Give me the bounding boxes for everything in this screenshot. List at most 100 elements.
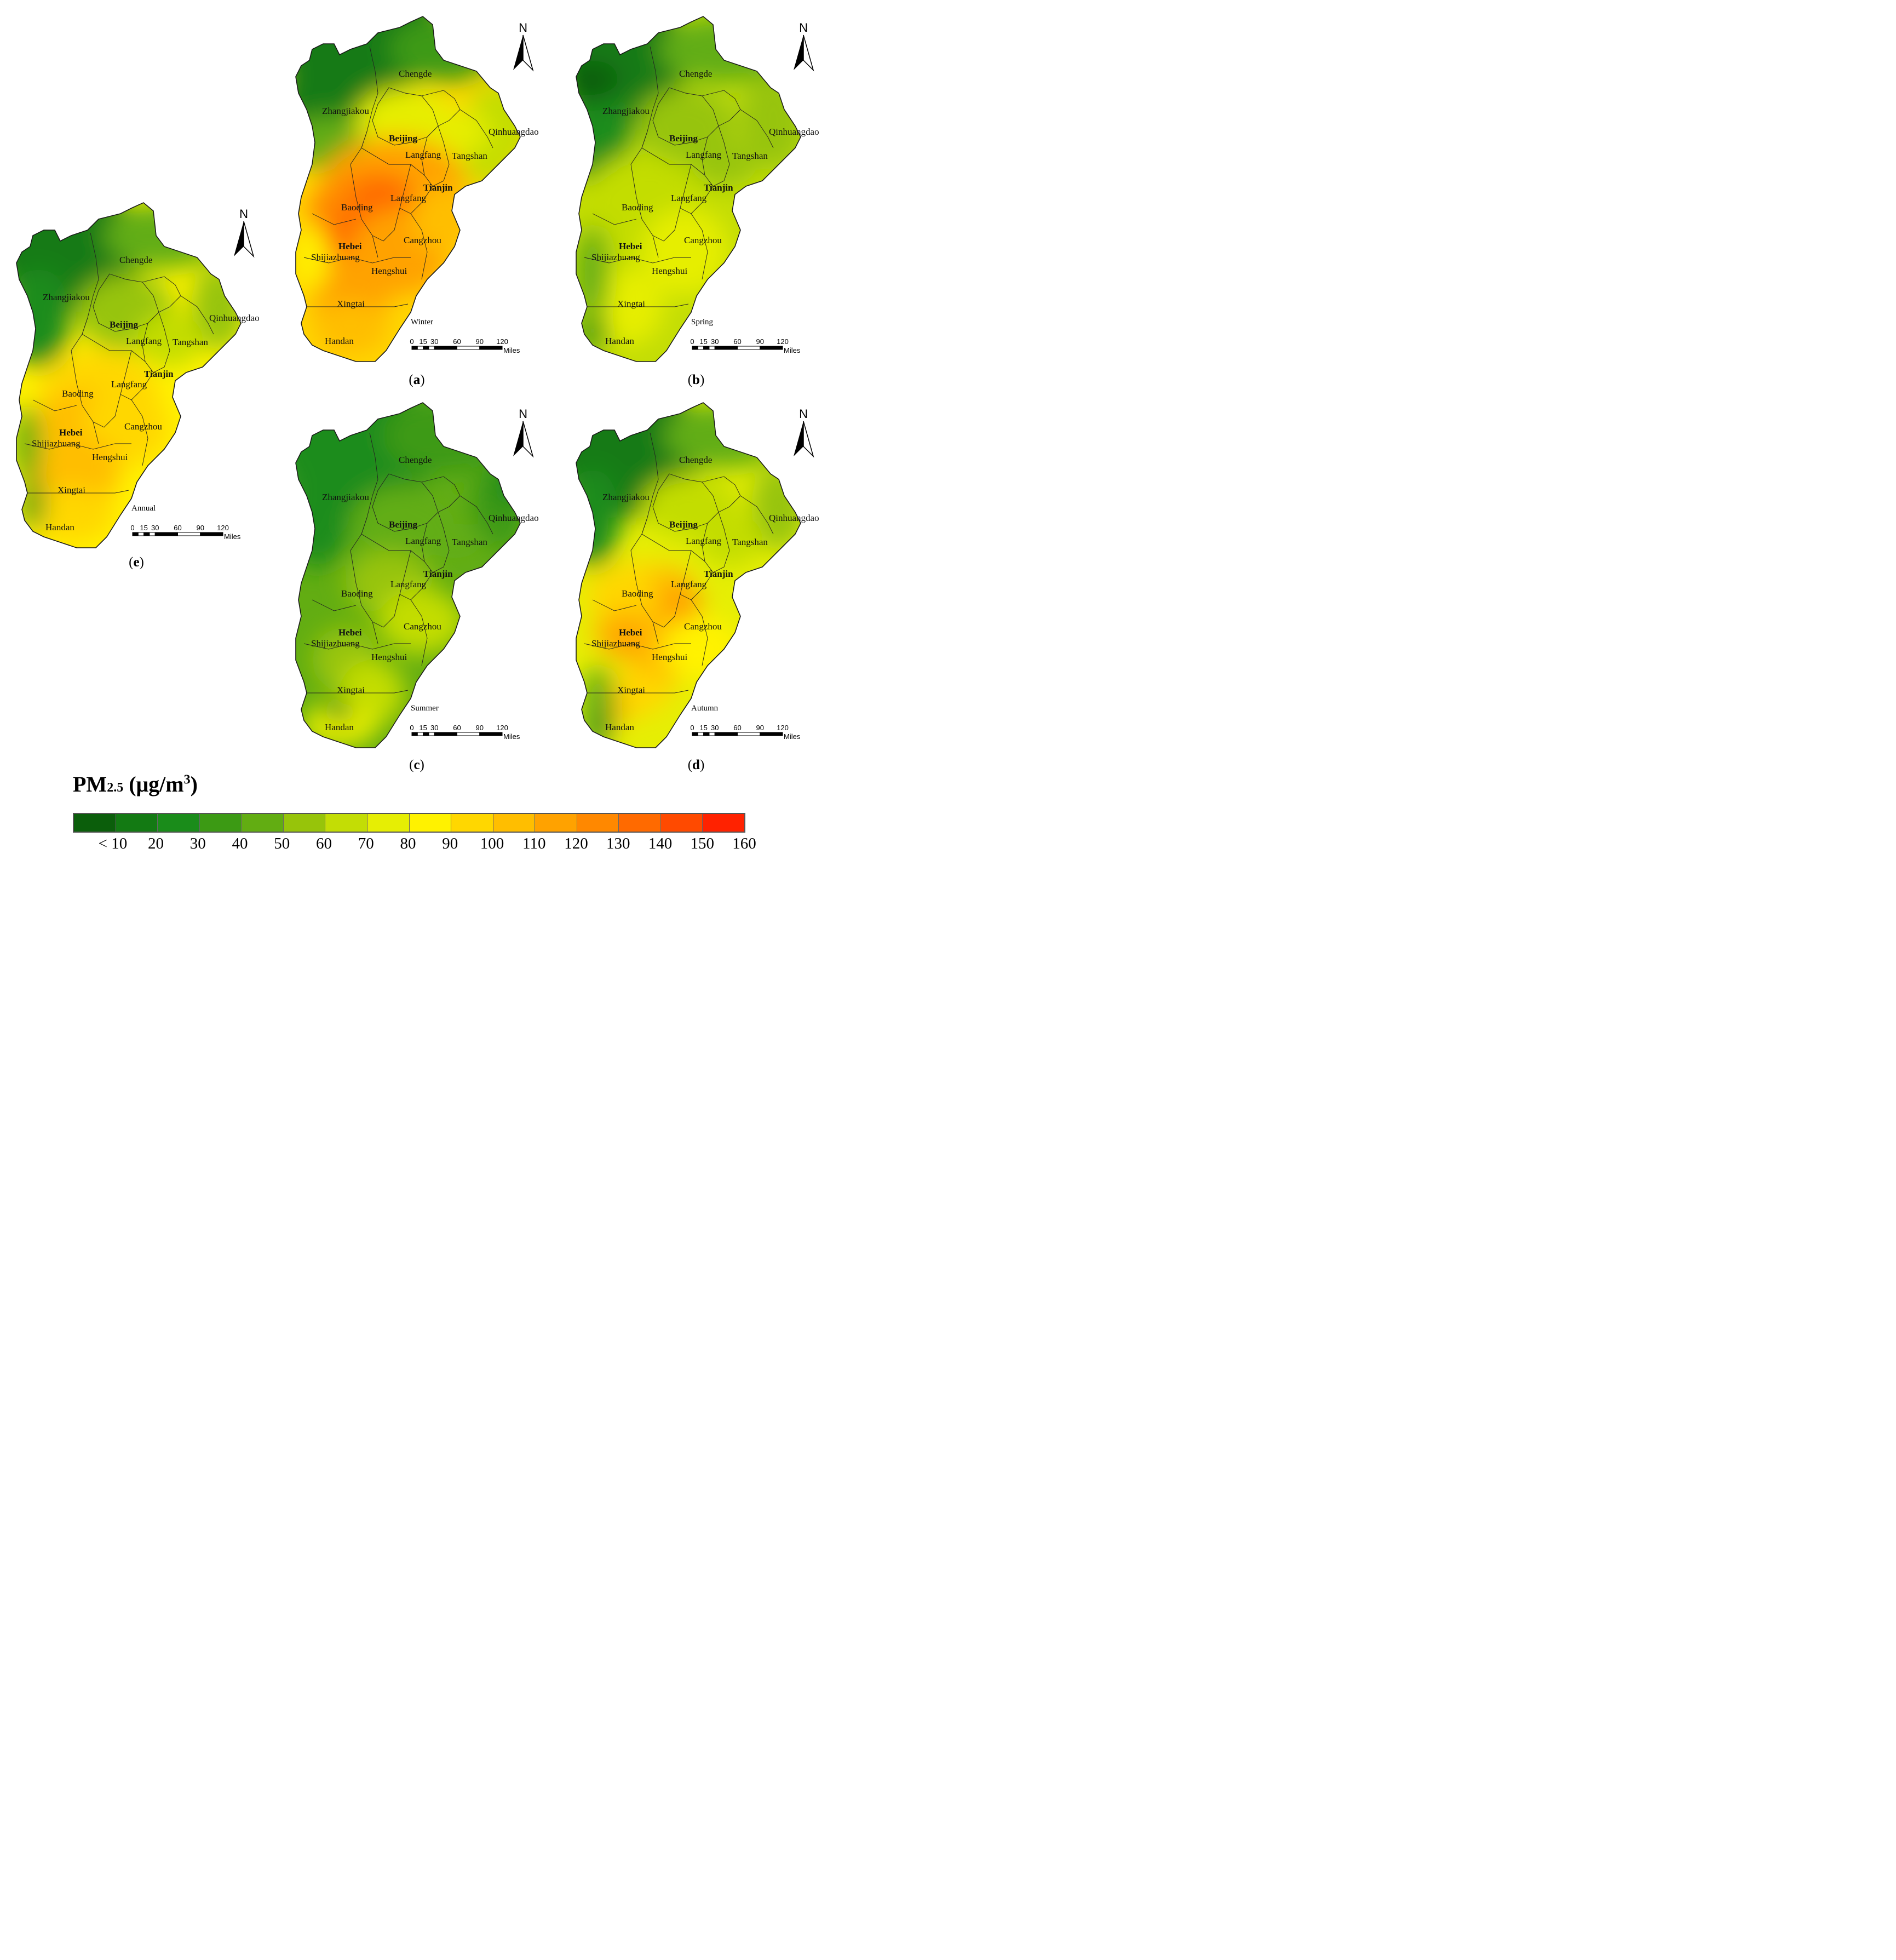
pm25-concentration-area xyxy=(691,142,757,186)
prefecture-boundary xyxy=(641,131,705,176)
legend-tick-label: 130 xyxy=(606,835,630,852)
svg-text:60: 60 xyxy=(174,524,181,532)
map-panel-annual: Chengde Zhangjiakou Qinhuangdao Beijing Lang… xyxy=(0,186,274,570)
region-label-handan: Handan xyxy=(325,336,354,346)
region-outline xyxy=(16,202,242,548)
region-label-langfang_n: Langfang xyxy=(405,536,441,546)
map-panel-winter: Chengde Zhangjiakou Qinhuangdao Beijing Lang… xyxy=(279,0,553,383)
region-label-handan: Handan xyxy=(325,722,354,732)
prefecture-boundary xyxy=(421,90,461,127)
prefecture-boundary xyxy=(587,303,689,307)
prefecture-boundary xyxy=(312,213,357,225)
legend-tick-label: 40 xyxy=(232,835,248,852)
region-label-hengshui: Hengshui xyxy=(371,652,407,662)
region-label-cangzhou: Cangzhou xyxy=(404,621,441,632)
svg-text:60: 60 xyxy=(733,724,741,732)
legend-tick-label: 60 xyxy=(316,835,332,852)
svg-text:N: N xyxy=(239,207,248,221)
region-label-tangshan: Tangshan xyxy=(732,151,768,161)
region-label-tangshan: Tangshan xyxy=(732,537,768,547)
map-panel-autumn: Chengde Zhangjiakou Qinhuangdao Beijing Lang… xyxy=(560,386,834,770)
region-label-beijing: Beijing xyxy=(669,519,698,530)
region-label-qinhuangdao: Qinhuangdao xyxy=(769,513,819,523)
svg-text:90: 90 xyxy=(476,337,484,346)
region-label-zhangjiakou: Zhangjiakou xyxy=(322,492,369,502)
region-label-chengde: Chengde xyxy=(119,255,152,265)
prefecture-boundary xyxy=(680,572,714,600)
region-label-hebei: Hebei xyxy=(59,427,83,438)
region-label-langfang_s: Langfang xyxy=(111,379,147,389)
legend-swatch xyxy=(283,814,326,832)
region-label-tianjin: Tianjin xyxy=(423,182,453,193)
region-label-xingtai: Xingtai xyxy=(58,485,85,495)
north-arrow-icon: N xyxy=(513,407,534,458)
prefecture-boundary xyxy=(702,90,741,127)
pm25-concentration-area xyxy=(16,405,41,482)
region-label-hebei: Hebei xyxy=(338,241,362,251)
season-label: Summer xyxy=(411,704,439,713)
prefecture-boundary xyxy=(584,643,691,650)
region-label-qinhuangdao: Qinhuangdao xyxy=(209,313,260,323)
prefecture-boundary xyxy=(652,473,719,532)
legend-swatch xyxy=(703,814,744,832)
svg-text:30: 30 xyxy=(711,724,719,732)
legend-tick-label: 110 xyxy=(522,835,546,852)
map-svg: Chengde Zhangjiakou Qinhuangdao Beijing Lang… xyxy=(576,16,819,362)
region-label-chengde: Chengde xyxy=(399,68,432,79)
region-label-langfang_n: Langfang xyxy=(126,336,162,346)
svg-text:15: 15 xyxy=(699,724,707,732)
region-label-xingtai: Xingtai xyxy=(337,685,365,695)
pm25-concentration-area xyxy=(576,318,609,351)
season-label: Spring xyxy=(691,318,714,326)
pm25-concentration-area xyxy=(658,16,790,82)
caption-c: (c) xyxy=(409,758,424,772)
caption-e: (e) xyxy=(129,555,144,570)
prefecture-boundary xyxy=(421,512,450,573)
svg-text:60: 60 xyxy=(453,337,461,346)
caption-a: (a) xyxy=(409,372,425,387)
pm25-concentration-area xyxy=(576,468,620,567)
legend-tick-label: 120 xyxy=(564,835,588,852)
prefecture-boundary xyxy=(350,147,373,236)
prefecture-boundary xyxy=(131,399,148,466)
region-label-shijiazhuang: Shijiazhuang xyxy=(311,638,360,649)
region-label-shijiazhuang: Shijiazhuang xyxy=(32,438,81,449)
prefecture-boundary xyxy=(307,303,409,307)
svg-text:Miles: Miles xyxy=(784,346,801,354)
region-label-xingtai: Xingtai xyxy=(337,299,365,309)
legend-tick-label: 20 xyxy=(148,835,164,852)
prefecture-boundary xyxy=(421,125,450,187)
prefecture-boundary xyxy=(93,421,99,444)
legend-tick-label: 30 xyxy=(189,835,206,852)
prefecture-boundary xyxy=(652,235,659,258)
prefecture-boundary xyxy=(142,312,170,373)
prefecture-boundary xyxy=(27,490,129,494)
pm25-concentration-area xyxy=(658,583,702,627)
prefecture-boundary xyxy=(630,147,653,236)
region-label-tangshan: Tangshan xyxy=(173,337,208,347)
svg-text:Miles: Miles xyxy=(503,732,520,741)
prefecture-boundary xyxy=(459,109,493,148)
prefecture-boundary xyxy=(652,550,692,628)
pm25-concentration-area xyxy=(330,701,349,723)
region-label-qinhuangdao: Qinhuangdao xyxy=(489,127,539,137)
pm25-concentration-area xyxy=(16,268,71,367)
region-label-zhangjiakou: Zhangjiakou xyxy=(43,292,90,302)
svg-text:15: 15 xyxy=(699,337,707,346)
prefecture-boundary xyxy=(630,534,653,622)
legend-swatch xyxy=(116,814,158,832)
prefecture-boundary xyxy=(93,350,132,428)
region-label-tianjin: Tianjin xyxy=(704,569,733,579)
region-label-tianjin: Tianjin xyxy=(144,369,174,379)
prefecture-boundary xyxy=(82,317,146,362)
svg-text:15: 15 xyxy=(419,724,427,732)
legend-color-bar xyxy=(73,813,745,833)
pm25-concentration-area xyxy=(576,60,620,104)
svg-text:15: 15 xyxy=(419,337,427,346)
pm25-concentration-area xyxy=(493,463,520,507)
legend-tick-label: 90 xyxy=(442,835,458,852)
legend-swatch xyxy=(242,814,284,832)
region-label-hebei: Hebei xyxy=(619,627,642,638)
prefecture-boundary xyxy=(307,690,409,694)
